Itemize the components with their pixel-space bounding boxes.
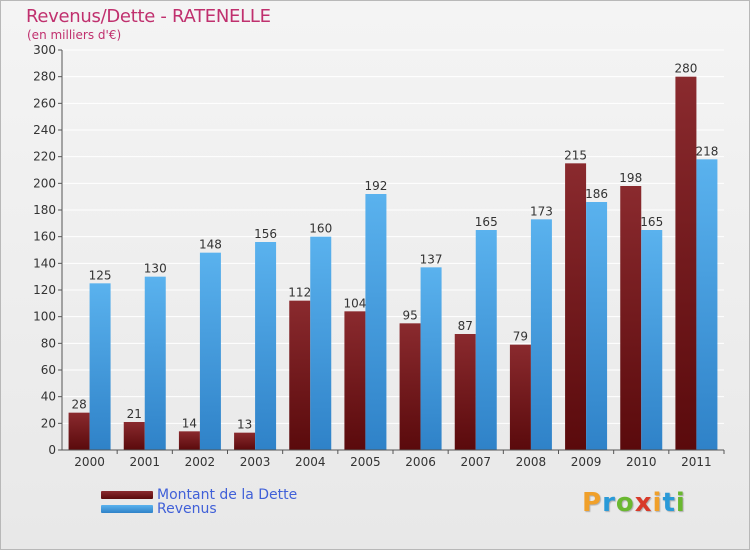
logo-letter: i	[652, 488, 663, 518]
data-label: 165	[475, 215, 498, 229]
y-tick-label: 140	[33, 256, 56, 270]
legend-label-debt: Montant de la Dette	[157, 487, 298, 503]
legend-swatch-revenue	[101, 505, 153, 513]
x-tick-label: 2010	[626, 455, 657, 469]
data-label: 104	[343, 296, 366, 310]
bar-dette	[289, 300, 311, 450]
data-label: 79	[513, 330, 528, 344]
data-label: 21	[127, 407, 142, 421]
data-label: 87	[458, 319, 473, 333]
chart-title: Revenus/Dette - RATENELLE	[26, 6, 271, 27]
data-label: 160	[309, 222, 332, 236]
proxiti-logo[interactable]: Proxiti	[582, 488, 686, 518]
data-label: 173	[530, 204, 553, 218]
y-tick-label: 60	[41, 363, 56, 377]
y-tick-label: 300	[33, 43, 56, 57]
data-label: 218	[695, 144, 718, 158]
bar-revenus	[641, 230, 663, 450]
bar-revenus	[475, 230, 497, 450]
bar-revenus	[586, 202, 608, 450]
bar-dette	[123, 422, 145, 450]
logo-letter: o	[615, 488, 635, 518]
data-label: 165	[640, 215, 663, 229]
data-label: 95	[402, 308, 417, 322]
bar-revenus	[696, 159, 718, 451]
y-tick-label: 240	[33, 123, 56, 137]
legend-label-revenue: Revenus	[157, 501, 217, 517]
x-tick-label: 2011	[681, 455, 712, 469]
data-label: 192	[364, 179, 387, 193]
logo-letter: P	[582, 488, 603, 518]
bar-dette	[344, 311, 366, 450]
data-label: 186	[585, 187, 608, 201]
bar-dette	[454, 334, 476, 450]
bar-revenus	[144, 276, 166, 450]
bar-revenus	[255, 242, 277, 450]
x-tick-label: 2001	[129, 455, 160, 469]
data-label: 198	[619, 171, 642, 185]
x-tick-label: 2003	[240, 455, 271, 469]
data-label: 13	[237, 418, 252, 432]
bar-dette	[565, 163, 587, 451]
bar-dette	[509, 344, 531, 450]
legend-swatch-debt	[101, 491, 153, 499]
y-tick-label: 160	[33, 230, 56, 244]
data-label: 28	[71, 398, 86, 412]
bar-dette	[234, 432, 256, 450]
y-tick-label: 100	[33, 310, 56, 324]
data-label: 215	[564, 148, 587, 162]
bar-revenus	[420, 267, 442, 450]
y-tick-label: 180	[33, 203, 56, 217]
data-label: 14	[182, 416, 197, 430]
bar-dette	[399, 323, 421, 450]
x-tick-label: 2006	[405, 455, 436, 469]
x-tick-label: 2005	[350, 455, 381, 469]
data-label: 148	[199, 238, 222, 252]
data-label: 280	[674, 62, 697, 76]
x-tick-label: 2000	[74, 455, 105, 469]
data-label: 137	[420, 252, 443, 266]
y-tick-label: 80	[41, 336, 56, 350]
y-tick-label: 260	[33, 96, 56, 110]
bar-revenus	[365, 194, 387, 450]
bar-revenus	[530, 219, 552, 450]
logo-letter: x	[634, 488, 653, 518]
y-tick-label: 280	[33, 70, 56, 84]
data-label: 125	[89, 268, 112, 282]
legend-item-revenue: Revenus	[101, 501, 217, 517]
y-tick-label: 200	[33, 176, 56, 190]
bar-revenus	[310, 236, 332, 450]
bar-revenus	[199, 252, 221, 450]
bar-dette	[178, 431, 200, 450]
data-label: 156	[254, 227, 277, 241]
y-tick-label: 220	[33, 150, 56, 164]
data-label: 112	[288, 286, 311, 300]
x-tick-label: 2008	[516, 455, 547, 469]
chart-subtitle: (en milliers d'€)	[27, 28, 122, 42]
legend-item-debt: Montant de la Dette	[101, 487, 297, 503]
y-tick-label: 0	[48, 443, 56, 457]
y-tick-label: 120	[33, 283, 56, 297]
y-tick-label: 40	[41, 390, 56, 404]
x-tick-label: 2004	[295, 455, 326, 469]
bar-revenus	[89, 283, 111, 450]
x-tick-label: 2002	[185, 455, 216, 469]
logo-letter: t	[662, 488, 676, 518]
y-tick-label: 20	[41, 416, 56, 430]
bar-dette	[620, 186, 642, 450]
bar-dette	[68, 412, 90, 450]
data-label: 130	[144, 262, 167, 276]
logo-letter: i	[675, 488, 686, 518]
bar-dette	[675, 76, 697, 451]
logo-letter: r	[602, 488, 616, 518]
x-tick-label: 2009	[571, 455, 602, 469]
x-tick-label: 2007	[460, 455, 491, 469]
